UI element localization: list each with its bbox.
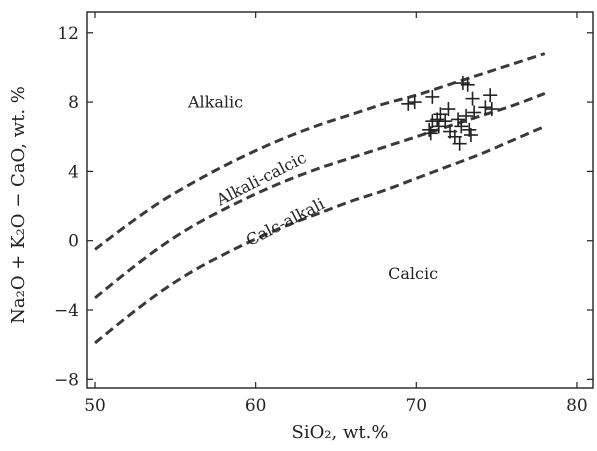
data-point <box>454 119 469 134</box>
data-point <box>401 96 416 111</box>
boundary-lines <box>94 52 546 345</box>
y-tick-label-1: −4 <box>54 301 79 321</box>
y-tick-label-0: −8 <box>54 370 79 390</box>
y-tick-label-5: 12 <box>57 24 79 44</box>
x-tick-label-0: 50 <box>84 396 106 416</box>
data-point <box>452 136 467 151</box>
region-label-2: Calc-alkali <box>243 194 328 250</box>
data-point <box>484 102 499 117</box>
data-point <box>407 95 422 110</box>
data-points <box>401 76 499 151</box>
region-label-3: Calcic <box>388 264 438 283</box>
boundary-line-0 <box>94 52 546 251</box>
axis-ticks: 50 60 70 80 −8 −4 0 4 8 12 <box>54 12 593 416</box>
y-tick-label-2: 0 <box>68 232 79 252</box>
y-tick-label-4: 8 <box>68 93 79 113</box>
data-point <box>463 128 478 143</box>
x-tick-label-2: 70 <box>405 396 427 416</box>
y-axis-title: Na₂O + K₂O − CaO, wt. % <box>8 86 29 324</box>
data-point <box>478 100 493 115</box>
data-point <box>467 105 482 120</box>
data-point <box>465 91 480 106</box>
data-point <box>441 102 456 117</box>
data-point <box>451 112 466 127</box>
region-label-1: Alkali-calcic <box>212 148 309 210</box>
plot-frame <box>86 11 594 389</box>
y-tick-label-3: 4 <box>68 162 79 182</box>
x-tick-label-3: 80 <box>566 396 588 416</box>
data-point <box>423 126 438 141</box>
data-point <box>425 89 440 104</box>
x-axis-title: SiO₂, wt.% <box>292 422 389 443</box>
data-point <box>459 108 474 123</box>
x-tick-label-1: 60 <box>245 396 267 416</box>
data-point <box>422 122 437 137</box>
boundary-line-1 <box>94 92 546 300</box>
data-point <box>438 114 453 129</box>
region-label-0: Alkalic <box>187 92 243 111</box>
data-point <box>460 77 475 92</box>
data-point <box>483 88 498 103</box>
boundary-line-2 <box>94 124 546 345</box>
